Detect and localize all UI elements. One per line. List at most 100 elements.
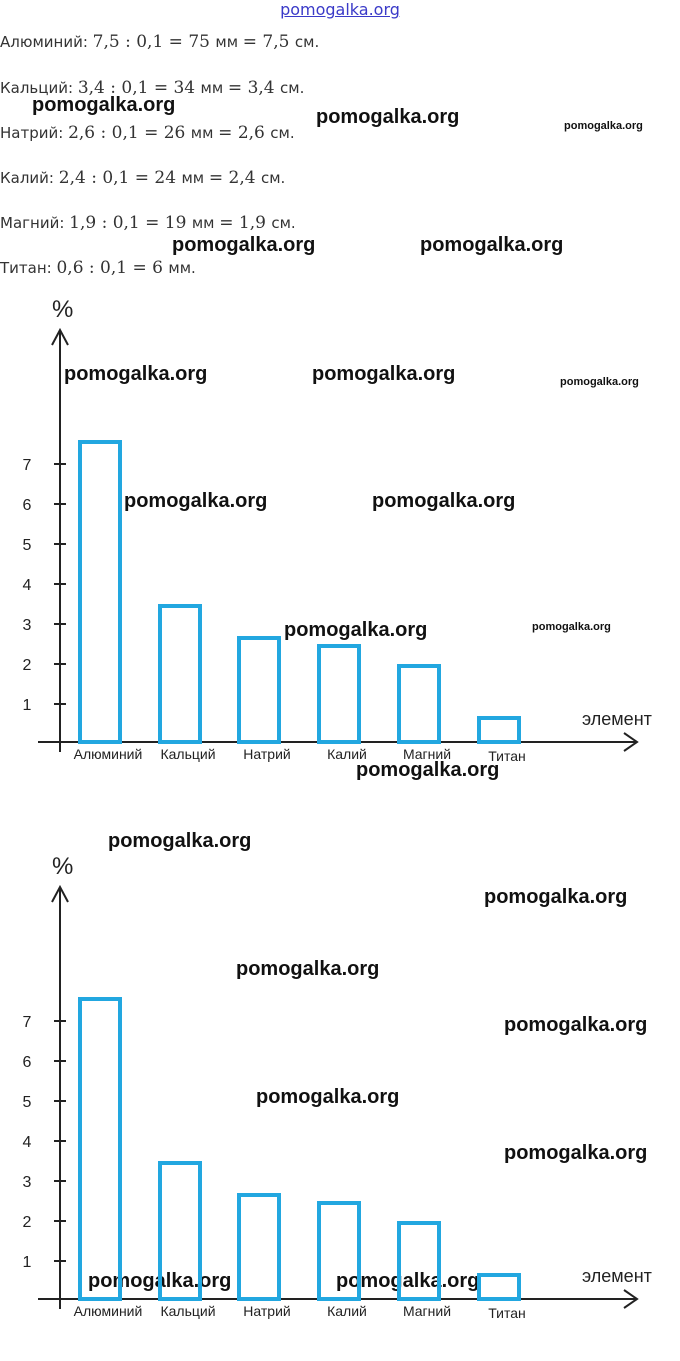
y-axis-label: %	[52, 853, 73, 880]
bar	[397, 664, 441, 744]
calc-expression: 0,6 : 0,1 = 6	[56, 258, 169, 278]
watermark: pomogalka.org	[64, 363, 208, 385]
x-category-label: Натрий	[243, 1303, 290, 1319]
calc-expression: 7,5 : 0,1 = 75	[92, 32, 216, 52]
calc-result: = 2,4	[208, 168, 261, 188]
element-name: Кальций:	[0, 79, 78, 97]
watermark: pomogalka.org	[172, 234, 316, 256]
bar	[237, 1193, 281, 1301]
element-name: Магний:	[0, 214, 70, 232]
x-category-label: Алюминий	[74, 746, 143, 762]
calc-line: Калий: 2,4 : 0,1 = 24 мм = 2,4 см.	[0, 168, 285, 188]
calc-line: Магний: 1,9 : 0,1 = 19 мм = 1,9 см.	[0, 213, 296, 233]
bar	[158, 1161, 202, 1301]
y-tick-label: 7	[23, 1014, 32, 1031]
calc-unit: см.	[280, 79, 305, 97]
watermark: pomogalka.org	[284, 619, 428, 641]
element-name: Натрий:	[0, 124, 69, 142]
y-tick-label: 2	[23, 1214, 32, 1231]
calc-unit: см.	[270, 124, 295, 142]
x-axis-arrow	[623, 1289, 639, 1309]
bar	[237, 636, 281, 744]
bar	[317, 644, 361, 744]
y-tick-label: 3	[23, 617, 32, 634]
watermark: pomogalka.org	[336, 1270, 480, 1292]
x-axis-label: элемент	[582, 709, 652, 729]
watermark: pomogalka.org	[316, 106, 460, 128]
y-tick-label: 4	[23, 577, 32, 594]
y-tick-label: 1	[23, 697, 32, 714]
calc-line: Алюминий: 7,5 : 0,1 = 75 мм = 7,5 см.	[0, 32, 319, 52]
watermark: pomogalka.org	[564, 120, 643, 132]
y-tick-label: 6	[23, 497, 32, 514]
bar	[158, 604, 202, 744]
watermark: pomogalka.org	[356, 759, 500, 781]
bar	[477, 1273, 521, 1301]
y-tick-label: 3	[23, 1174, 32, 1191]
watermark: pomogalka.org	[236, 958, 380, 980]
x-category-label: Кальций	[160, 746, 215, 762]
calc-unit: мм	[181, 169, 209, 187]
bar	[78, 440, 122, 744]
bar-chart-1: % элемент 1 2 3 4 5 6 7 Алюминий Кальций Натрий Кали…	[23, 296, 652, 764]
x-axis-arrow	[623, 732, 639, 752]
calc-unit: мм	[190, 124, 219, 142]
y-tick-label: 6	[23, 1054, 32, 1071]
x-category-label: Кальций	[160, 1303, 215, 1319]
bar	[317, 1201, 361, 1301]
calc-expression: 3,4 : 0,1 = 34	[77, 78, 201, 98]
watermark: pomogalka.org	[420, 234, 564, 256]
x-category-label: Калий	[327, 746, 367, 762]
watermark: pomogalka.org	[504, 1142, 648, 1164]
calc-unit: см.	[294, 33, 320, 51]
x-category-label: Магний	[403, 1303, 451, 1319]
element-name: Титан:	[0, 259, 57, 277]
calc-expression: 2,6 : 0,1 = 26	[68, 123, 191, 143]
calc-unit: мм	[200, 79, 228, 97]
bar	[397, 1221, 441, 1301]
watermark: pomogalka.org	[560, 376, 639, 388]
watermark: pomogalka.org	[108, 830, 252, 852]
calc-unit: см.	[260, 169, 286, 187]
x-category-label: Магний	[403, 746, 451, 762]
watermark: pomogalka.org	[32, 94, 176, 116]
watermark: pomogalka.org	[484, 886, 628, 908]
watermark: pomogalka.org	[532, 621, 611, 633]
calc-result: = 2,6	[218, 123, 271, 143]
x-category-label: Калий	[327, 1303, 367, 1319]
y-tick-label: 2	[23, 657, 32, 674]
calc-result: = 7,5	[242, 32, 295, 52]
y-axis-arrow	[51, 327, 69, 346]
calc-expression: 1,9 : 0,1 = 19	[69, 213, 192, 233]
calc-line: Натрий: 2,6 : 0,1 = 26 мм = 2,6 см.	[0, 123, 295, 143]
calc-line: Кальций: 3,4 : 0,1 = 34 мм = 3,4 см.	[0, 78, 304, 98]
x-axis-label: элемент	[582, 1266, 652, 1286]
calc-line: Титан: 0,6 : 0,1 = 6 мм.	[0, 258, 196, 278]
calc-expression: 2,4 : 0,1 = 24	[58, 168, 182, 188]
x-category-label: Титан	[488, 1305, 526, 1321]
calc-unit: см.	[271, 214, 296, 232]
element-name: Калий:	[0, 169, 59, 187]
calc-unit: мм.	[168, 259, 196, 277]
watermark: pomogalka.org	[504, 1014, 648, 1036]
watermark: pomogalka.org	[312, 363, 456, 385]
y-tick-label: 5	[23, 537, 32, 554]
calc-unit: мм	[215, 33, 243, 51]
y-axis-arrow	[51, 884, 69, 903]
watermark: pomogalka.org	[256, 1086, 400, 1108]
y-tick-label: 1	[23, 1254, 32, 1271]
bar-chart-2: % элемент 1 2 3 4 5 6 7 Алюминий Кальций Натрий Кали…	[23, 853, 652, 1321]
calc-result: = 3,4	[227, 78, 281, 98]
y-tick-label: 7	[23, 457, 32, 474]
x-category-label: Титан	[488, 748, 526, 764]
site-link[interactable]: pomogalka.org	[280, 0, 400, 19]
y-tick-label: 5	[23, 1094, 32, 1111]
watermark: pomogalka.org	[372, 490, 516, 512]
element-name: Алюминий:	[0, 33, 93, 51]
x-category-label: Натрий	[243, 746, 290, 762]
y-tick-label: 4	[23, 1134, 32, 1151]
x-category-label: Алюминий	[74, 1303, 143, 1319]
bar	[477, 716, 521, 744]
calc-result: = 1,9	[219, 213, 272, 233]
y-axis-label: %	[52, 296, 73, 323]
